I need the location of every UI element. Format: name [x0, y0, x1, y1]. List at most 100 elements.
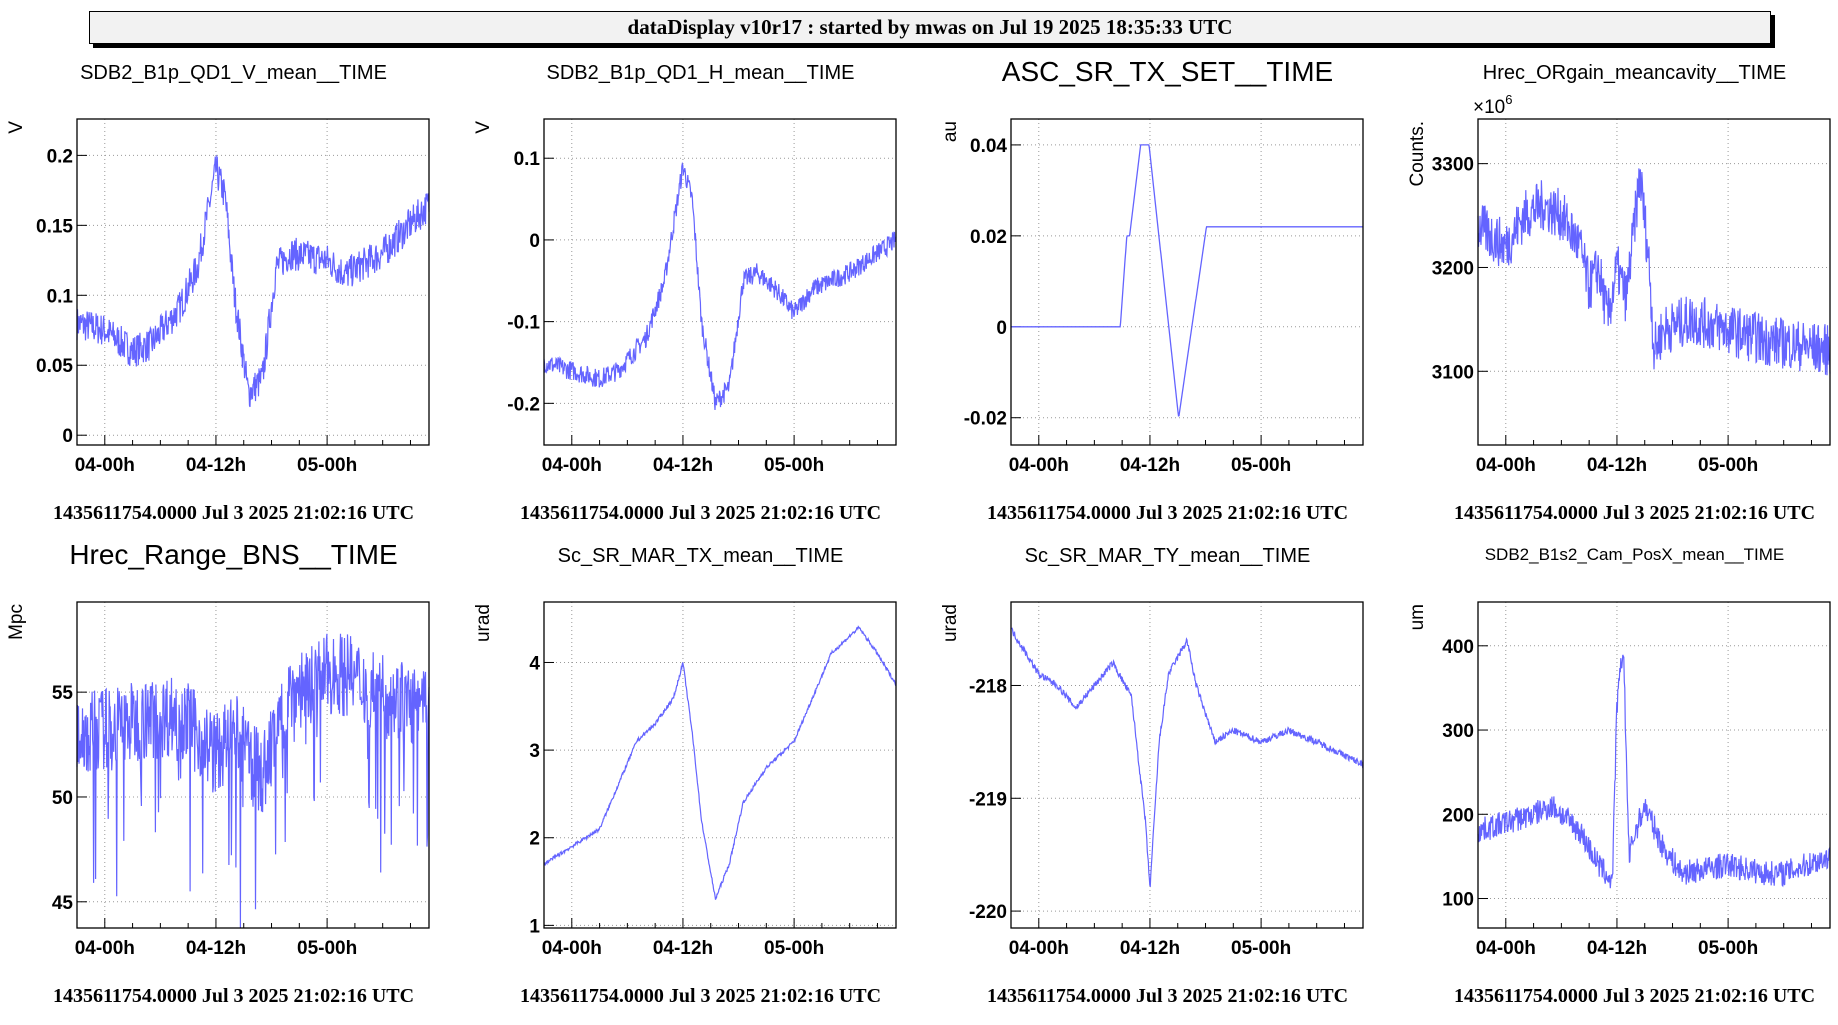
- plot-frame: [76, 601, 430, 929]
- x-tick-label: 04-00h: [1476, 455, 1536, 476]
- plot-title: SDB2_B1p_QD1_H_mean__TIME: [546, 62, 855, 84]
- plot-panel: Sc_SR_MAR_TX_mean__TIME 1435611754.0000 J…: [467, 545, 934, 1025]
- plot-area: 04-00h 04-12h 05-00h -0.02 0 0.02 0.04 au: [940, 118, 1364, 476]
- y-tick-label: 0.05: [36, 356, 73, 377]
- y-tick-label: 0: [529, 231, 540, 252]
- x-tick-label: 04-12h: [1120, 455, 1180, 476]
- x-tick-label: 05-00h: [1698, 455, 1758, 476]
- y-tick-label: 2: [529, 829, 540, 850]
- y-tick-label: 55: [52, 683, 74, 704]
- plot-timestamp: 1435611754.0000 Jul 3 2025 21:02:16 UTC: [52, 502, 415, 524]
- y-tick-label: 45: [52, 893, 74, 914]
- x-tick-label: 04-00h: [75, 938, 135, 959]
- y-tick-label: 1: [529, 916, 540, 937]
- plot-frame: [543, 601, 897, 929]
- plot-timestamp: 1435611754.0000 Jul 3 2025 21:02:16 UTC: [1453, 502, 1816, 524]
- plot-title: SDB2_B1s2_Cam_PosX_mean__TIME: [1484, 545, 1785, 564]
- x-tick-label: 04-00h: [1476, 938, 1536, 959]
- y-tick-label: 0: [62, 426, 73, 447]
- y-multiplier-exponent: 6: [1505, 92, 1512, 107]
- plot-frame: [76, 118, 430, 446]
- plot-panel: Hrec_Range_BNS__TIME 1435611754.0000 Jul …: [0, 539, 467, 1025]
- x-tick-label: 04-00h: [542, 938, 602, 959]
- data-series-line: [1477, 654, 1831, 889]
- plot-panel: Hrec_ORgain_meancavity__TIME 1435611754.0…: [1401, 62, 1838, 542]
- y-tick-label: -220: [969, 902, 1007, 923]
- x-tick-label: 04-00h: [542, 455, 602, 476]
- data-series-line: [1477, 168, 1831, 376]
- plot-title: Hrec_Range_BNS__TIME: [69, 539, 398, 570]
- x-tick-label: 05-00h: [1698, 938, 1758, 959]
- y-tick-label: 0.04: [970, 136, 1007, 157]
- data-series-line: [1010, 627, 1364, 888]
- y-tick-label: 0.02: [970, 227, 1007, 248]
- plot-title: Hrec_ORgain_meancavity__TIME: [1482, 62, 1787, 84]
- y-axis-label: au: [940, 121, 961, 142]
- x-tick-label: 05-00h: [764, 455, 824, 476]
- plot-area: 04-00h 04-12h 05-00h -220 -219 -218 urad: [940, 601, 1364, 959]
- x-tick-label: 04-00h: [1009, 455, 1069, 476]
- x-tick-label: 04-12h: [653, 938, 713, 959]
- plot-panel: SDB2_B1p_QD1_V_mean__TIME 1435611754.0000…: [0, 62, 467, 542]
- x-tick-label: 04-00h: [75, 455, 135, 476]
- plot-area: 04-00h 04-12h 05-00h 0 0.05 0.1 0.15 0.2 V: [6, 118, 430, 476]
- plot-panel: ASC_SR_TX_SET__TIME 1435611754.0000 Jul 3…: [934, 56, 1401, 542]
- data-series-line: [76, 154, 430, 408]
- y-tick-label: 100: [1442, 890, 1474, 911]
- y-axis-label: V: [473, 121, 494, 134]
- y-axis-label: Mpc: [6, 604, 27, 640]
- plot-panel: SDB2_B1s2_Cam_PosX_mean__TIME 1435611754.…: [1401, 545, 1838, 1025]
- plot-panel: Sc_SR_MAR_TY_mean__TIME 1435611754.0000 J…: [934, 545, 1401, 1025]
- plot-area: 04-00h 04-12h 05-00h 1 2 3 4 urad: [473, 601, 897, 959]
- y-tick-label: -219: [969, 789, 1007, 810]
- y-tick-label: -0.02: [964, 409, 1007, 430]
- y-tick-label: 3100: [1432, 362, 1474, 383]
- plot-title: Sc_SR_MAR_TX_mean__TIME: [557, 545, 844, 567]
- data-series-line: [76, 633, 430, 929]
- y-tick-label: -218: [969, 676, 1007, 697]
- y-tick-label: -0.2: [507, 394, 540, 415]
- plot-timestamp: 1435611754.0000 Jul 3 2025 21:02:16 UTC: [52, 985, 415, 1007]
- data-series-line: [543, 625, 897, 900]
- plot-panel: SDB2_B1p_QD1_H_mean__TIME 1435611754.0000…: [467, 62, 934, 542]
- plot-title: Sc_SR_MAR_TY_mean__TIME: [1024, 545, 1311, 567]
- y-tick-label: 4: [529, 653, 540, 674]
- plot-frame: [1477, 118, 1831, 446]
- y-tick-label: 0.1: [47, 286, 74, 307]
- x-tick-label: 04-12h: [653, 455, 713, 476]
- y-axis-label: V: [6, 121, 27, 134]
- y-multiplier: ×106: [1473, 92, 1512, 118]
- y-tick-label: 400: [1442, 637, 1474, 658]
- x-tick-label: 04-12h: [1587, 938, 1647, 959]
- y-tick-label: 200: [1442, 805, 1474, 826]
- y-axis-label: urad: [940, 604, 961, 642]
- x-tick-label: 05-00h: [297, 938, 357, 959]
- y-tick-label: 0.15: [36, 216, 73, 237]
- plot-title: SDB2_B1p_QD1_V_mean__TIME: [80, 62, 387, 84]
- plot-frame: [1477, 601, 1831, 929]
- y-tick-label: 3300: [1432, 155, 1474, 176]
- plot-area: 04-00h 04-12h 05-00h -0.2 -0.1 0 0.1 V: [473, 118, 897, 476]
- x-tick-label: 04-12h: [1120, 938, 1180, 959]
- plot-area: 04-00h 04-12h 05-00h 100 200 300 400 um: [1407, 601, 1831, 959]
- plot-timestamp: 1435611754.0000 Jul 3 2025 21:02:16 UTC: [519, 985, 882, 1007]
- x-tick-label: 04-12h: [1587, 455, 1647, 476]
- header-title-bar: dataDisplay v10r17 : started by mwas on …: [89, 11, 1771, 44]
- plot-frame: [1010, 601, 1364, 929]
- plot-timestamp: 1435611754.0000 Jul 3 2025 21:02:16 UTC: [1453, 985, 1816, 1007]
- x-tick-label: 04-00h: [1009, 938, 1069, 959]
- plot-frame: [1010, 118, 1364, 446]
- plot-frame: [543, 118, 897, 446]
- y-tick-label: 50: [52, 788, 73, 809]
- y-tick-label: 300: [1442, 721, 1474, 742]
- x-tick-label: 05-00h: [1231, 938, 1291, 959]
- data-series-line: [543, 161, 897, 411]
- x-tick-label: 05-00h: [764, 938, 824, 959]
- y-axis-label: um: [1407, 604, 1428, 630]
- y-axis-label: Counts.: [1407, 121, 1428, 186]
- y-tick-label: 3: [529, 741, 540, 762]
- plot-title: ASC_SR_TX_SET__TIME: [1001, 56, 1334, 87]
- y-axis-label: urad: [473, 604, 494, 642]
- x-tick-label: 05-00h: [297, 455, 357, 476]
